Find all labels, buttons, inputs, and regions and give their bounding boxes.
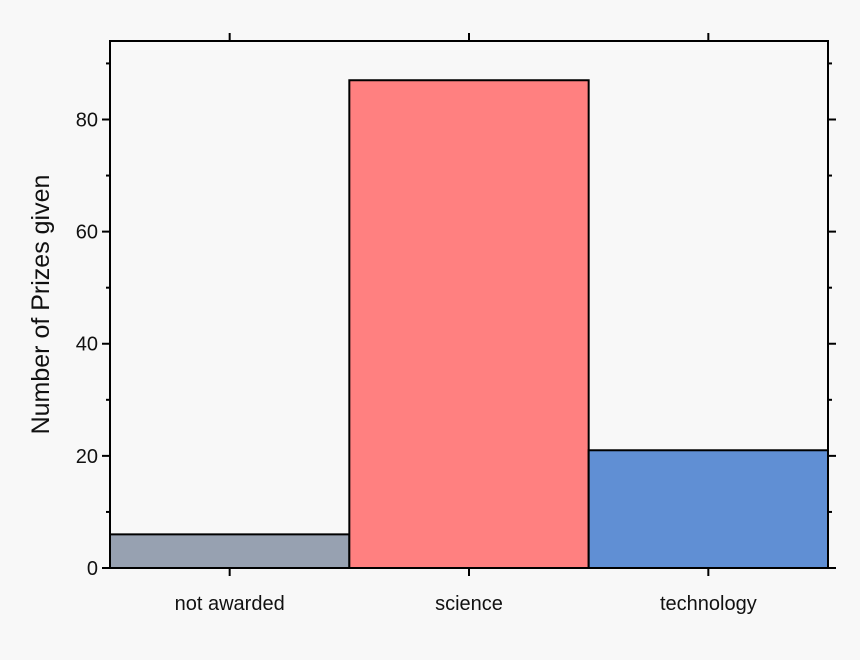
y-tick-label: 80 <box>76 109 98 131</box>
x-tick-label: science <box>435 593 503 615</box>
bar-technology <box>587 449 830 569</box>
y-tick-labels: 0 20 40 60 80 <box>76 109 98 580</box>
y-tick-label: 0 <box>87 558 98 580</box>
bar-science <box>348 79 590 569</box>
y-tick-label: 60 <box>76 222 98 244</box>
x-tick-labels: not awarded science technology <box>175 593 757 615</box>
bar-not-awarded <box>109 533 351 569</box>
y-axis-title: Number of Prizes given <box>27 175 55 435</box>
y-tick-label: 40 <box>76 334 98 356</box>
x-tick-label: technology <box>660 593 757 615</box>
plot-frame <box>109 40 829 569</box>
bars-group <box>109 79 830 569</box>
y-tick-label: 20 <box>76 446 98 468</box>
x-tick-label: not awarded <box>175 593 285 615</box>
